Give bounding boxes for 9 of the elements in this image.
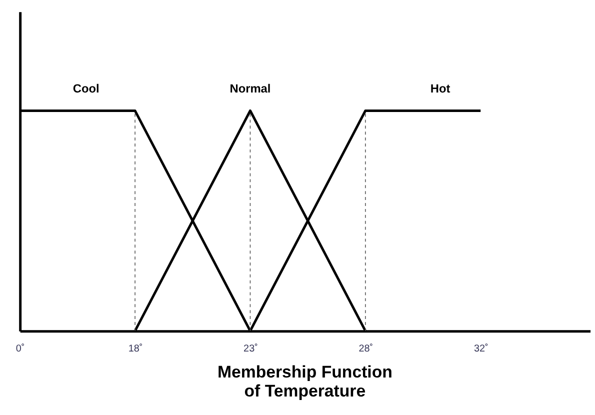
- x-tick-label: 23˚: [244, 343, 258, 354]
- x-tick-label: 0˚: [16, 343, 25, 354]
- series-label: Cool: [72, 82, 100, 96]
- series-label: Normal: [230, 82, 271, 96]
- x-tick-label: 28˚: [358, 343, 374, 354]
- series-label: Hot: [430, 82, 450, 96]
- x-tick-label: 18˚: [128, 343, 143, 354]
- text: Membership Function of Temperature: [217, 362, 392, 400]
- x-tick-label: 32˚: [474, 343, 488, 354]
